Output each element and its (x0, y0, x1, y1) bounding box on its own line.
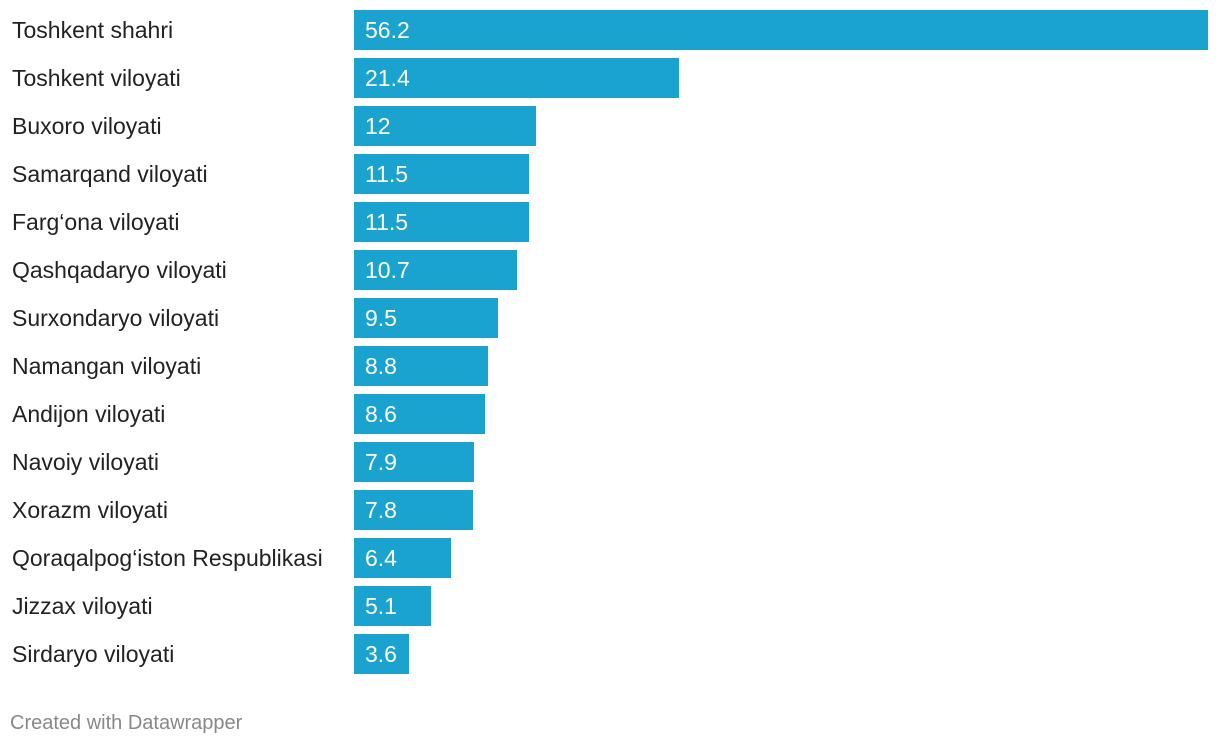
bar-row: Toshkent viloyati 21.4 (0, 58, 1220, 98)
value-label: 7.9 (365, 449, 397, 475)
bar (354, 586, 431, 626)
bar (354, 250, 517, 290)
value-label: 21.4 (365, 65, 410, 91)
bar (354, 10, 1208, 50)
value-label: 6.4 (365, 545, 397, 571)
bar-row: Qoraqalpog‘iston Respublikasi 6.4 (0, 538, 1220, 578)
bar (354, 202, 529, 242)
bar-chart: Toshkent shahri 56.2 Toshkent viloyati 21.4… (0, 10, 1220, 674)
bar-row: Surxondaryo viloyati 9.5 (0, 298, 1220, 338)
value-label: 11.5 (365, 161, 409, 187)
category-label: Surxondaryo viloyati (12, 305, 220, 331)
category-label: Sirdaryo viloyati (12, 641, 175, 667)
category-label: Xorazm viloyati (12, 497, 168, 523)
value-label: 12 (365, 113, 391, 139)
category-label: Samarqand viloyati (12, 161, 208, 187)
value-label: 3.6 (365, 641, 397, 667)
bar (354, 58, 679, 98)
bar (354, 154, 529, 194)
bar-row: Toshkent shahri 56.2 (0, 10, 1220, 50)
bar (354, 490, 473, 530)
bar (354, 346, 488, 386)
value-label: 56.2 (365, 17, 410, 43)
value-label: 11.5 (365, 209, 409, 235)
credit-text: Created with Datawrapper (10, 712, 243, 734)
category-label: Qoraqalpog‘iston Respublikasi (12, 545, 323, 571)
value-label: 7.8 (365, 497, 397, 523)
category-label: Toshkent viloyati (12, 65, 181, 91)
category-label: Qashqadaryo viloyati (12, 257, 227, 283)
category-label: Namangan viloyati (12, 353, 202, 379)
bar-row: Andijon viloyati 8.6 (0, 394, 1220, 434)
value-label: 10.7 (365, 257, 410, 283)
value-label: 9.5 (365, 305, 397, 331)
bar (354, 298, 498, 338)
bar (354, 538, 451, 578)
value-label: 8.6 (365, 401, 397, 427)
category-label: Andijon viloyati (12, 401, 166, 427)
category-label: Jizzax viloyati (12, 593, 153, 619)
bar-row: Farg‘ona viloyati 11.5 (0, 202, 1220, 242)
category-label: Farg‘ona viloyati (12, 209, 180, 235)
category-label: Navoiy viloyati (12, 449, 159, 475)
value-label: 5.1 (365, 593, 397, 619)
bar-row: Namangan viloyati 8.8 (0, 346, 1220, 386)
bar (354, 106, 536, 146)
category-label: Buxoro viloyati (12, 113, 162, 139)
category-label: Toshkent shahri (12, 17, 174, 43)
value-label: 8.8 (365, 353, 397, 379)
bar-row: Navoiy viloyati 7.9 (0, 442, 1220, 482)
bar (354, 394, 485, 434)
bar-row: Jizzax viloyati 5.1 (0, 586, 1220, 626)
bar-row: Buxoro viloyati 12 (0, 106, 1220, 146)
bar-row: Xorazm viloyati 7.8 (0, 490, 1220, 530)
bar-row: Qashqadaryo viloyati 10.7 (0, 250, 1220, 290)
bar-row: Samarqand viloyati 11.5 (0, 154, 1220, 194)
bar-row: Sirdaryo viloyati 3.6 (0, 634, 1220, 674)
bar (354, 634, 409, 674)
bar (354, 442, 474, 482)
